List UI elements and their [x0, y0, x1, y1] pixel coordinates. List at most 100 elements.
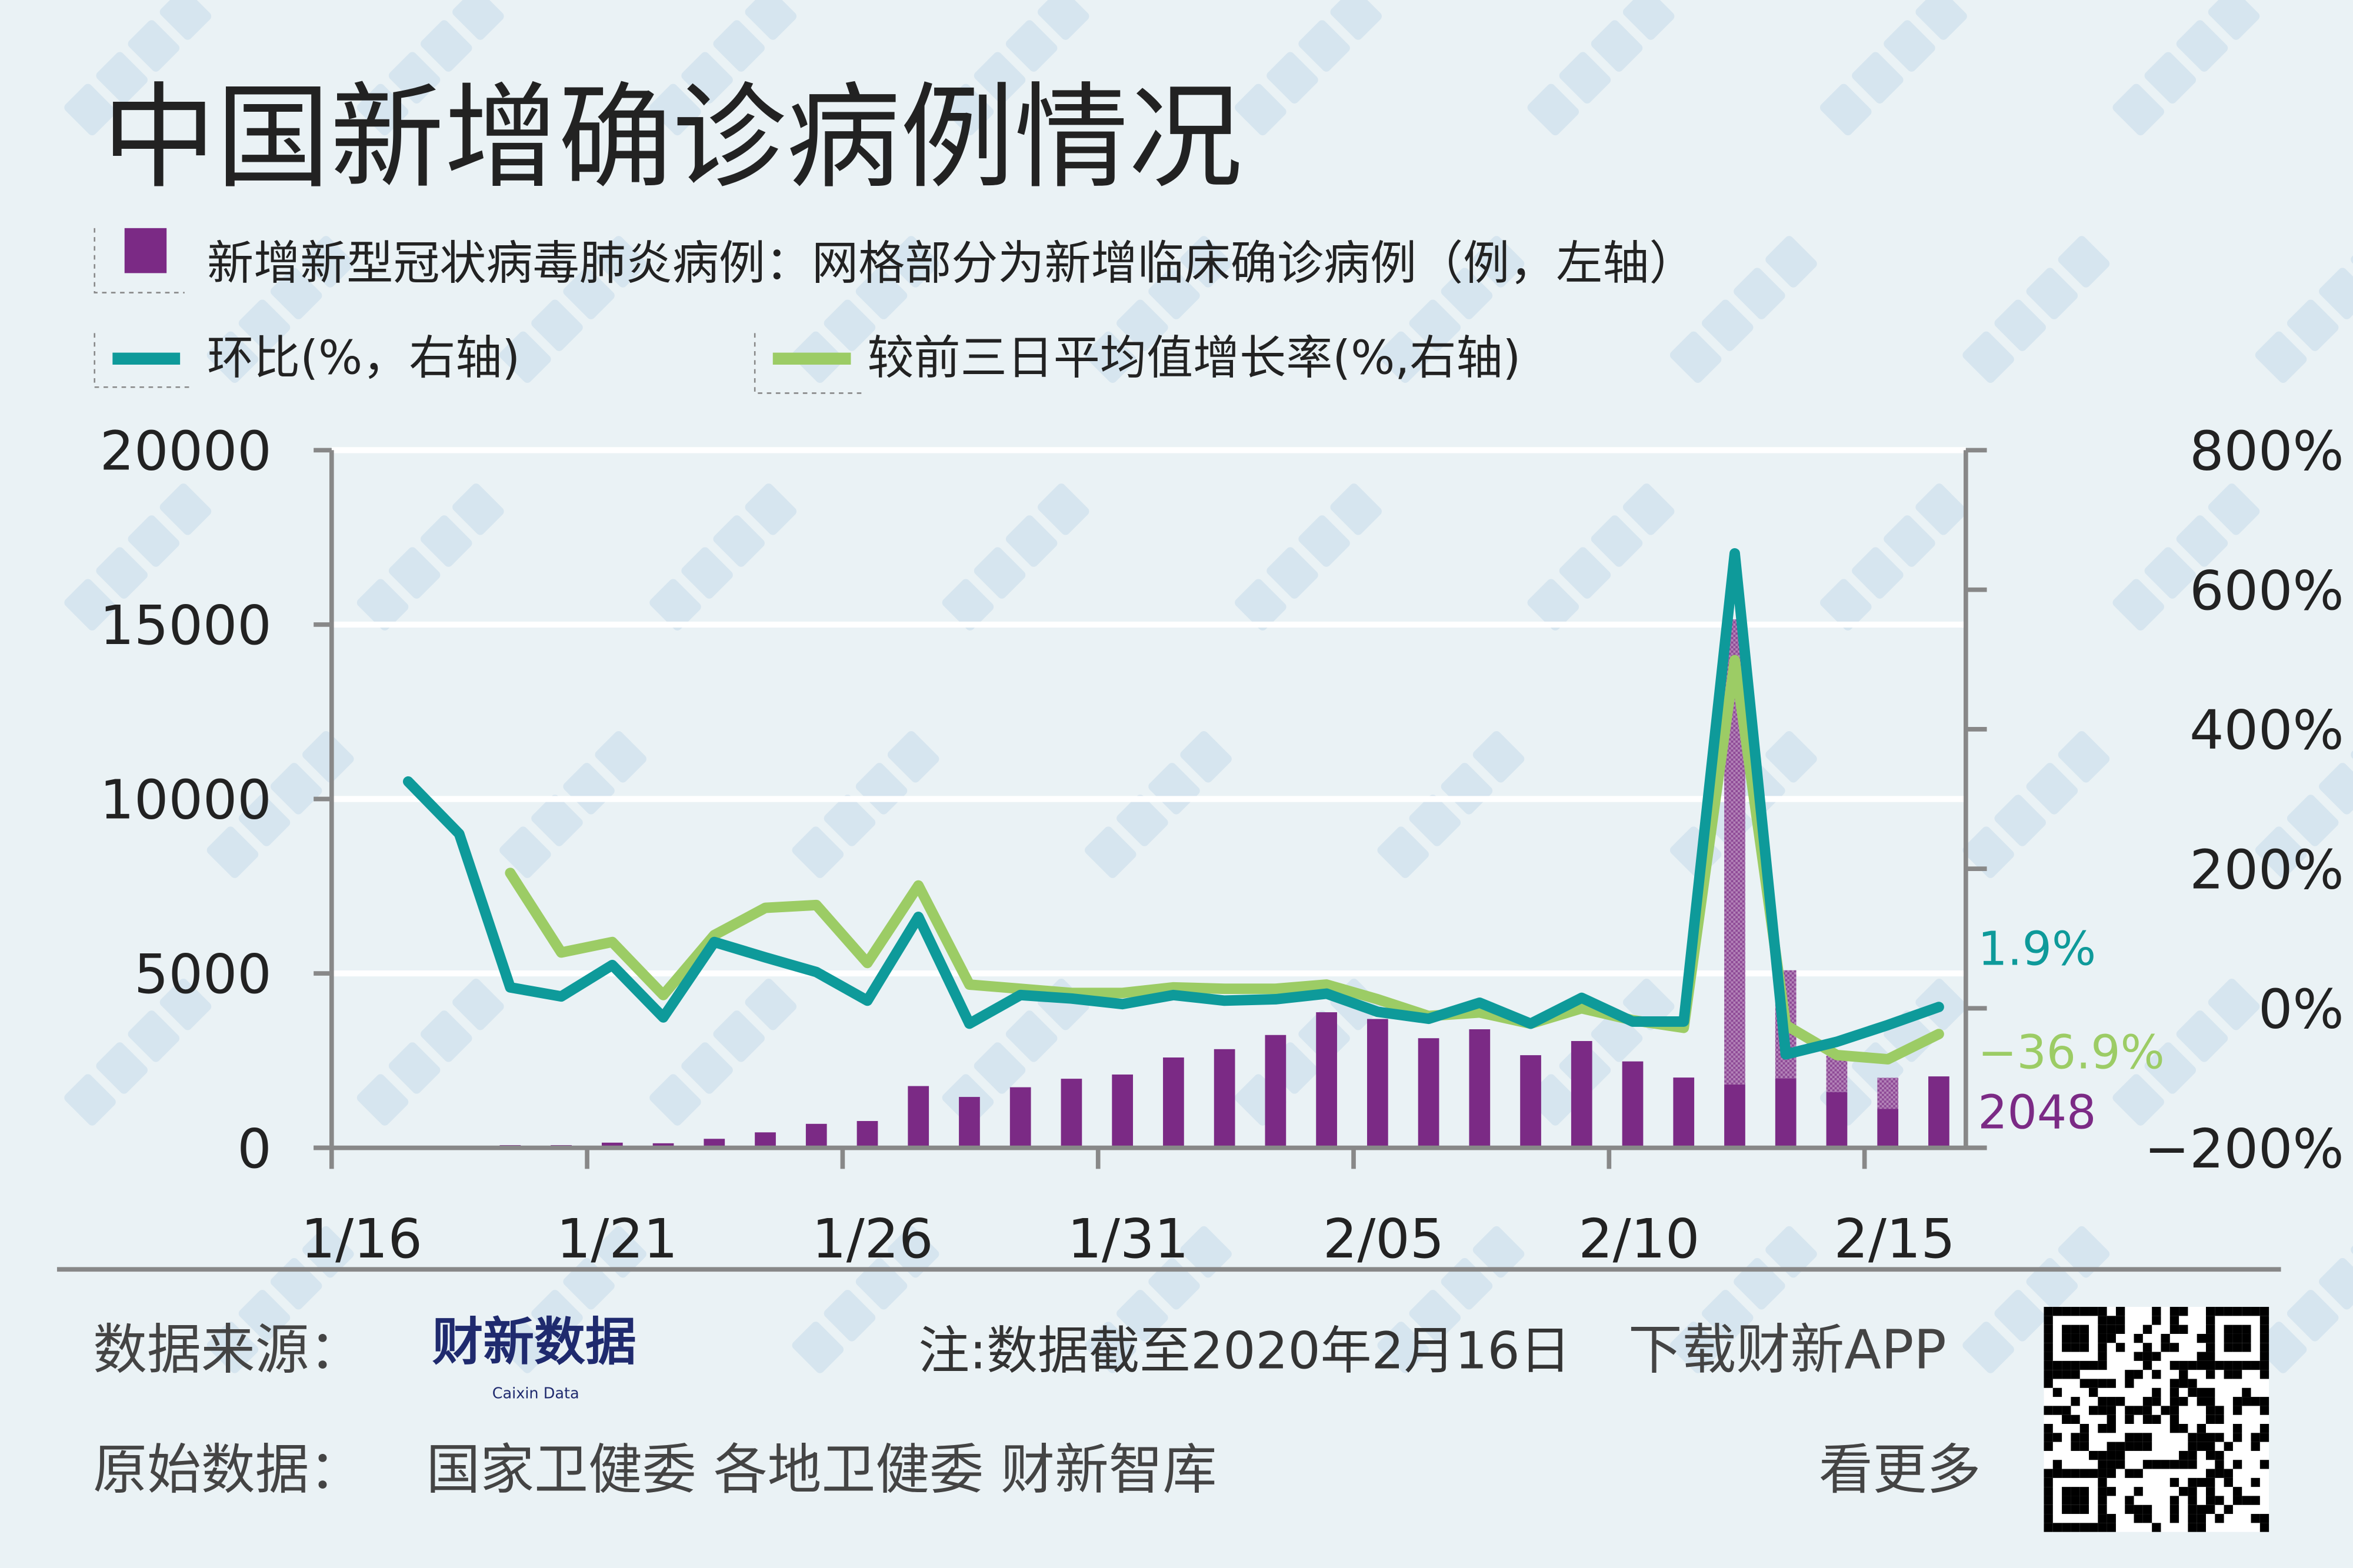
qr-module: [2206, 1504, 2215, 1514]
qr-module: [2224, 1360, 2233, 1370]
qr-module: [2215, 1433, 2224, 1442]
watermark-glyph-block: [356, 1074, 409, 1126]
qr-module: [2188, 1514, 2197, 1523]
qr-module: [2197, 1477, 2206, 1487]
qr-module: [2098, 1397, 2107, 1406]
legend-line1-label: 环比(%，右轴): [207, 331, 520, 385]
watermark-glyph-block: [2208, 483, 2260, 535]
watermark-glyph-block: [1702, 1290, 1754, 1342]
qr-module: [2089, 1387, 2098, 1397]
watermark-glyph-block: [2058, 1226, 2110, 1278]
qr-module: [2115, 1316, 2125, 1325]
qr-module: [2259, 1316, 2269, 1325]
qr-module: [2242, 1387, 2251, 1397]
qr-module: [2107, 1523, 2116, 1532]
end-label-bar: 2048: [1978, 1085, 2096, 1139]
qr-module: [2044, 1504, 2053, 1514]
watermark-glyph-block: [1267, 547, 1318, 599]
watermark-glyph-block: [1409, 299, 1461, 351]
bar-confirmed: [1163, 1057, 1184, 1148]
right-tick-label: 400%: [2189, 699, 2344, 762]
qr-module: [2224, 1442, 2233, 1451]
qr-module: [2215, 1460, 2224, 1469]
bar-confirmed: [601, 1142, 623, 1148]
bar-confirmed: [1673, 1077, 1695, 1148]
qr-module: [2079, 1469, 2089, 1478]
qr-module: [2098, 1325, 2107, 1334]
watermark-glyph-block: [2112, 579, 2164, 630]
qr-code[interactable]: [2044, 1307, 2269, 1532]
qr-module: [2232, 1487, 2242, 1496]
qr-module: [2089, 1469, 2098, 1478]
watermark-glyph-block: [1180, 731, 1232, 783]
qr-module: [2142, 1504, 2152, 1514]
qr-module: [2044, 1307, 2053, 1316]
watermark-glyph-block: [159, 483, 212, 535]
watermark-glyph-block: [1994, 1290, 2046, 1342]
qr-module: [2242, 1333, 2251, 1343]
source-label: 数据来源：: [93, 1319, 363, 1382]
qr-module: [2259, 1406, 2269, 1415]
watermark-glyph-block: [2112, 1074, 2164, 1126]
watermark-glyph-block: [270, 763, 322, 815]
qr-module: [2259, 1333, 2269, 1343]
qr-module: [2188, 1523, 2197, 1532]
qr-module: [2161, 1333, 2170, 1343]
qr-module: [2044, 1442, 2053, 1451]
qr-module: [2071, 1414, 2080, 1424]
watermark-glyph-block: [2176, 515, 2228, 567]
watermark-glyph-block: [681, 52, 733, 104]
bar-confirmed: [1571, 1041, 1592, 1148]
watermark-glyph-block: [713, 1010, 765, 1062]
watermark-glyph-block: [745, 0, 797, 40]
qr-module: [2169, 1343, 2179, 1352]
qr-module: [2206, 1352, 2215, 1361]
watermark-mark: [2112, 978, 2260, 1126]
bar-confirmed: [908, 1086, 929, 1148]
qr-module: [2044, 1433, 2053, 1442]
qr-module: [2232, 1460, 2242, 1469]
qr-module: [2259, 1307, 2269, 1316]
qr-module: [2251, 1442, 2260, 1451]
qr-module: [2142, 1433, 2152, 1442]
watermark-glyph-block: [681, 1042, 733, 1094]
watermark-glyph-block: [1235, 84, 1287, 136]
qr-module: [2071, 1397, 2080, 1406]
legend: 新增新型冠状病毒肺炎病例：网格部分为新增临床确诊病例（例，左轴） 环比(%，右轴…: [94, 228, 1696, 394]
qr-module: [2232, 1333, 2242, 1343]
qr-module: [2044, 1424, 2053, 1433]
qr-module: [2098, 1450, 2107, 1460]
watermark-glyph-block: [1180, 1226, 1232, 1278]
watermark-glyph-block: [2058, 731, 2110, 783]
bar-confirmed: [805, 1123, 827, 1148]
qr-module: [2206, 1307, 2215, 1316]
qr-module: [2062, 1504, 2071, 1514]
watermark-glyph-block: [1472, 731, 1525, 783]
watermark-glyph-block: [713, 515, 765, 567]
qr-module: [2259, 1370, 2269, 1379]
x-tick-label: 1/31: [1068, 1207, 1189, 1270]
qr-module: [2232, 1406, 2242, 1415]
watermark-glyph-block: [1559, 52, 1611, 104]
watermark-glyph-block: [1085, 1322, 1136, 1373]
qr-module: [2125, 1469, 2134, 1478]
footer: 数据来源： 财新数据 Caixin Data 注:数据截至2020年2月16日 …: [93, 1307, 2269, 1532]
watermark-glyph-block: [1005, 20, 1058, 72]
qr-module: [2134, 1406, 2143, 1415]
watermark-glyph-block: [1591, 1010, 1643, 1062]
qr-module: [2188, 1460, 2197, 1469]
watermark-glyph-block: [159, 0, 212, 40]
watermark-glyph-block: [421, 515, 472, 567]
watermark-mark: [64, 978, 212, 1126]
qr-module: [2107, 1316, 2116, 1325]
watermark-glyph-block: [356, 579, 409, 630]
qr-module: [2197, 1397, 2206, 1406]
watermark-glyph-block: [1038, 0, 1089, 40]
x-tick-label: 2/10: [1578, 1207, 1699, 1270]
watermark-glyph-block: [2255, 331, 2307, 383]
qr-module: [2134, 1442, 2143, 1451]
qr-module: [2098, 1477, 2107, 1487]
watermark-glyph-block: [824, 1290, 876, 1342]
qr-module: [2259, 1343, 2269, 1352]
watermark-glyph-block: [421, 1010, 472, 1062]
